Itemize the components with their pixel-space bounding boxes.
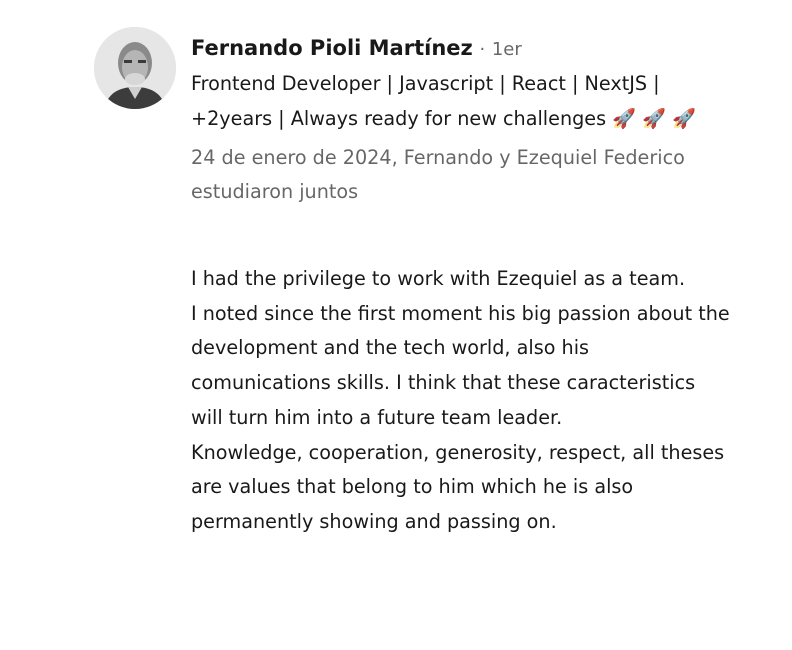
recommendation-relationship: 24 de enero de 2024, Fernando y Ezequiel… (191, 146, 685, 203)
author-name-line: Fernando Pioli Martínez · 1er (191, 30, 731, 66)
recommendation-header: Fernando Pioli Martínez · 1er Frontend D… (191, 30, 731, 209)
author-photo (94, 27, 176, 109)
author-avatar[interactable] (94, 27, 176, 109)
recommendation-text: I had the privilege to work with Ezequie… (191, 267, 730, 533)
author-name[interactable]: Fernando Pioli Martínez (191, 36, 473, 60)
author-headline: Frontend Developer | Javascript | React … (191, 72, 697, 130)
connection-degree-badge: 1er (491, 39, 522, 60)
name-separator: · (479, 39, 486, 60)
